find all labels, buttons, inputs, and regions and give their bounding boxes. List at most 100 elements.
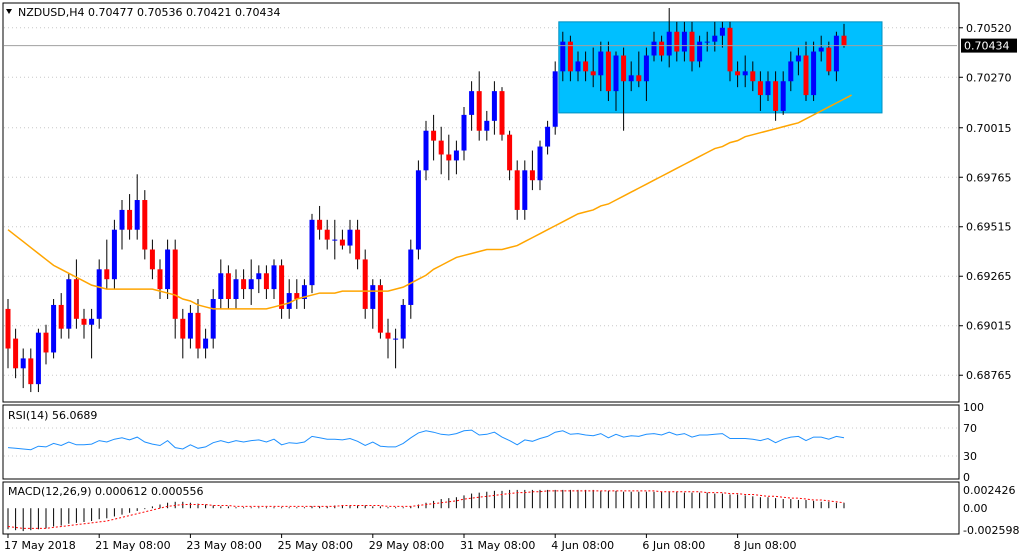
candle-body [377,285,383,333]
candle-body [529,170,535,181]
macd-scale: 0.002426 0.00 -0.002598 [963,484,1019,537]
rsi-levels [4,427,957,457]
candle-body [58,304,64,329]
candle-body [438,140,444,155]
candle-body [621,55,627,82]
candle-body [780,81,786,111]
candle-body [833,35,839,72]
rsi-line [7,429,845,451]
candle-body [233,279,239,300]
candle-body [332,239,338,241]
current-price-tag: 0.70434 [961,38,1017,53]
time-tick-label: 8 Jun 08:00 [734,539,797,552]
current-price-label: 0.70434 [964,40,1010,53]
price-tick-label: 0.70015 [966,122,1012,135]
rsi-panel-frame [2,404,960,480]
candle-body [826,47,832,72]
candle-body [765,81,771,96]
candle-body [476,91,482,131]
candle-body [210,299,216,339]
candle-body [89,318,95,325]
candle-body [149,249,155,270]
candle-body [218,273,224,300]
candle-body [643,55,649,82]
rsi-scale: 100 70 30 0 [963,401,984,484]
candle-body [423,130,429,171]
candle-body [104,269,110,280]
rsi-scale-label: 100 [963,401,984,414]
candle-body [651,41,657,56]
candle-body [157,269,163,290]
candle-body [514,170,520,210]
candle-body [370,285,376,309]
candle-body [811,51,817,96]
macd-signal-line [7,490,845,529]
candle-body [400,304,406,339]
candle-body [180,318,186,339]
candle-body [712,35,718,42]
time-tick-label: 23 May 08:00 [186,539,261,552]
candle-body [35,332,41,385]
time-tick-label: 17 May 2018 [4,539,76,552]
candle-body [552,71,558,127]
candle-body [81,318,87,325]
candle-body [659,41,665,56]
candle-body [225,273,231,300]
candle-body [537,146,543,181]
candle-body [317,219,323,230]
candle-body [248,279,254,290]
macd-histogram [7,489,845,532]
candle-body [484,120,490,131]
rsi-scale-label: 30 [963,450,977,463]
candle-body [294,293,300,300]
candle-body [773,81,779,111]
candle-body [415,170,421,250]
rsi-scale-label: 0 [963,471,970,484]
macd-scale-label: 0.002426 [963,484,1016,497]
candle-body [742,71,748,76]
candle-body [324,229,330,240]
rsi-label: RSI(14) 56.0689 [8,409,97,422]
candle-body [187,312,193,339]
candle-body [309,219,315,286]
macd-scale-label: 0.00 [963,502,988,515]
candle-body [795,55,801,62]
candle-body [119,209,125,230]
candles [5,7,847,393]
candle-body [96,269,102,319]
candle-body [681,31,687,52]
candle-body [453,150,459,161]
candle-body [666,31,672,56]
candle-body [347,229,353,246]
candle-body [788,61,794,82]
candle-body [241,279,247,290]
candle-body [575,61,581,72]
candle-body [142,200,148,250]
candle-body [263,273,269,290]
candle-body [689,31,695,62]
macd-panel-frame [2,481,960,535]
candle-body [195,312,201,349]
candle-body [719,27,725,36]
candle-body [111,229,117,280]
candle-body [507,134,513,171]
candle-body [408,249,414,305]
candle-body [256,273,262,280]
candle-body [66,279,72,329]
candle-body [545,126,551,147]
price-tick-label: 0.70270 [966,71,1012,84]
macd-scale-label: -0.002598 [963,524,1019,537]
candle-body [605,51,611,92]
candle-body [13,338,19,369]
candle-body [28,358,34,385]
candle-body [51,304,57,353]
candle-body [20,358,26,369]
candle-body [750,71,756,82]
candle-body [735,71,741,76]
price-tick-label: 0.69265 [966,270,1012,283]
candle-body [674,31,680,52]
candle-body [43,332,49,353]
candle-body [134,200,140,230]
